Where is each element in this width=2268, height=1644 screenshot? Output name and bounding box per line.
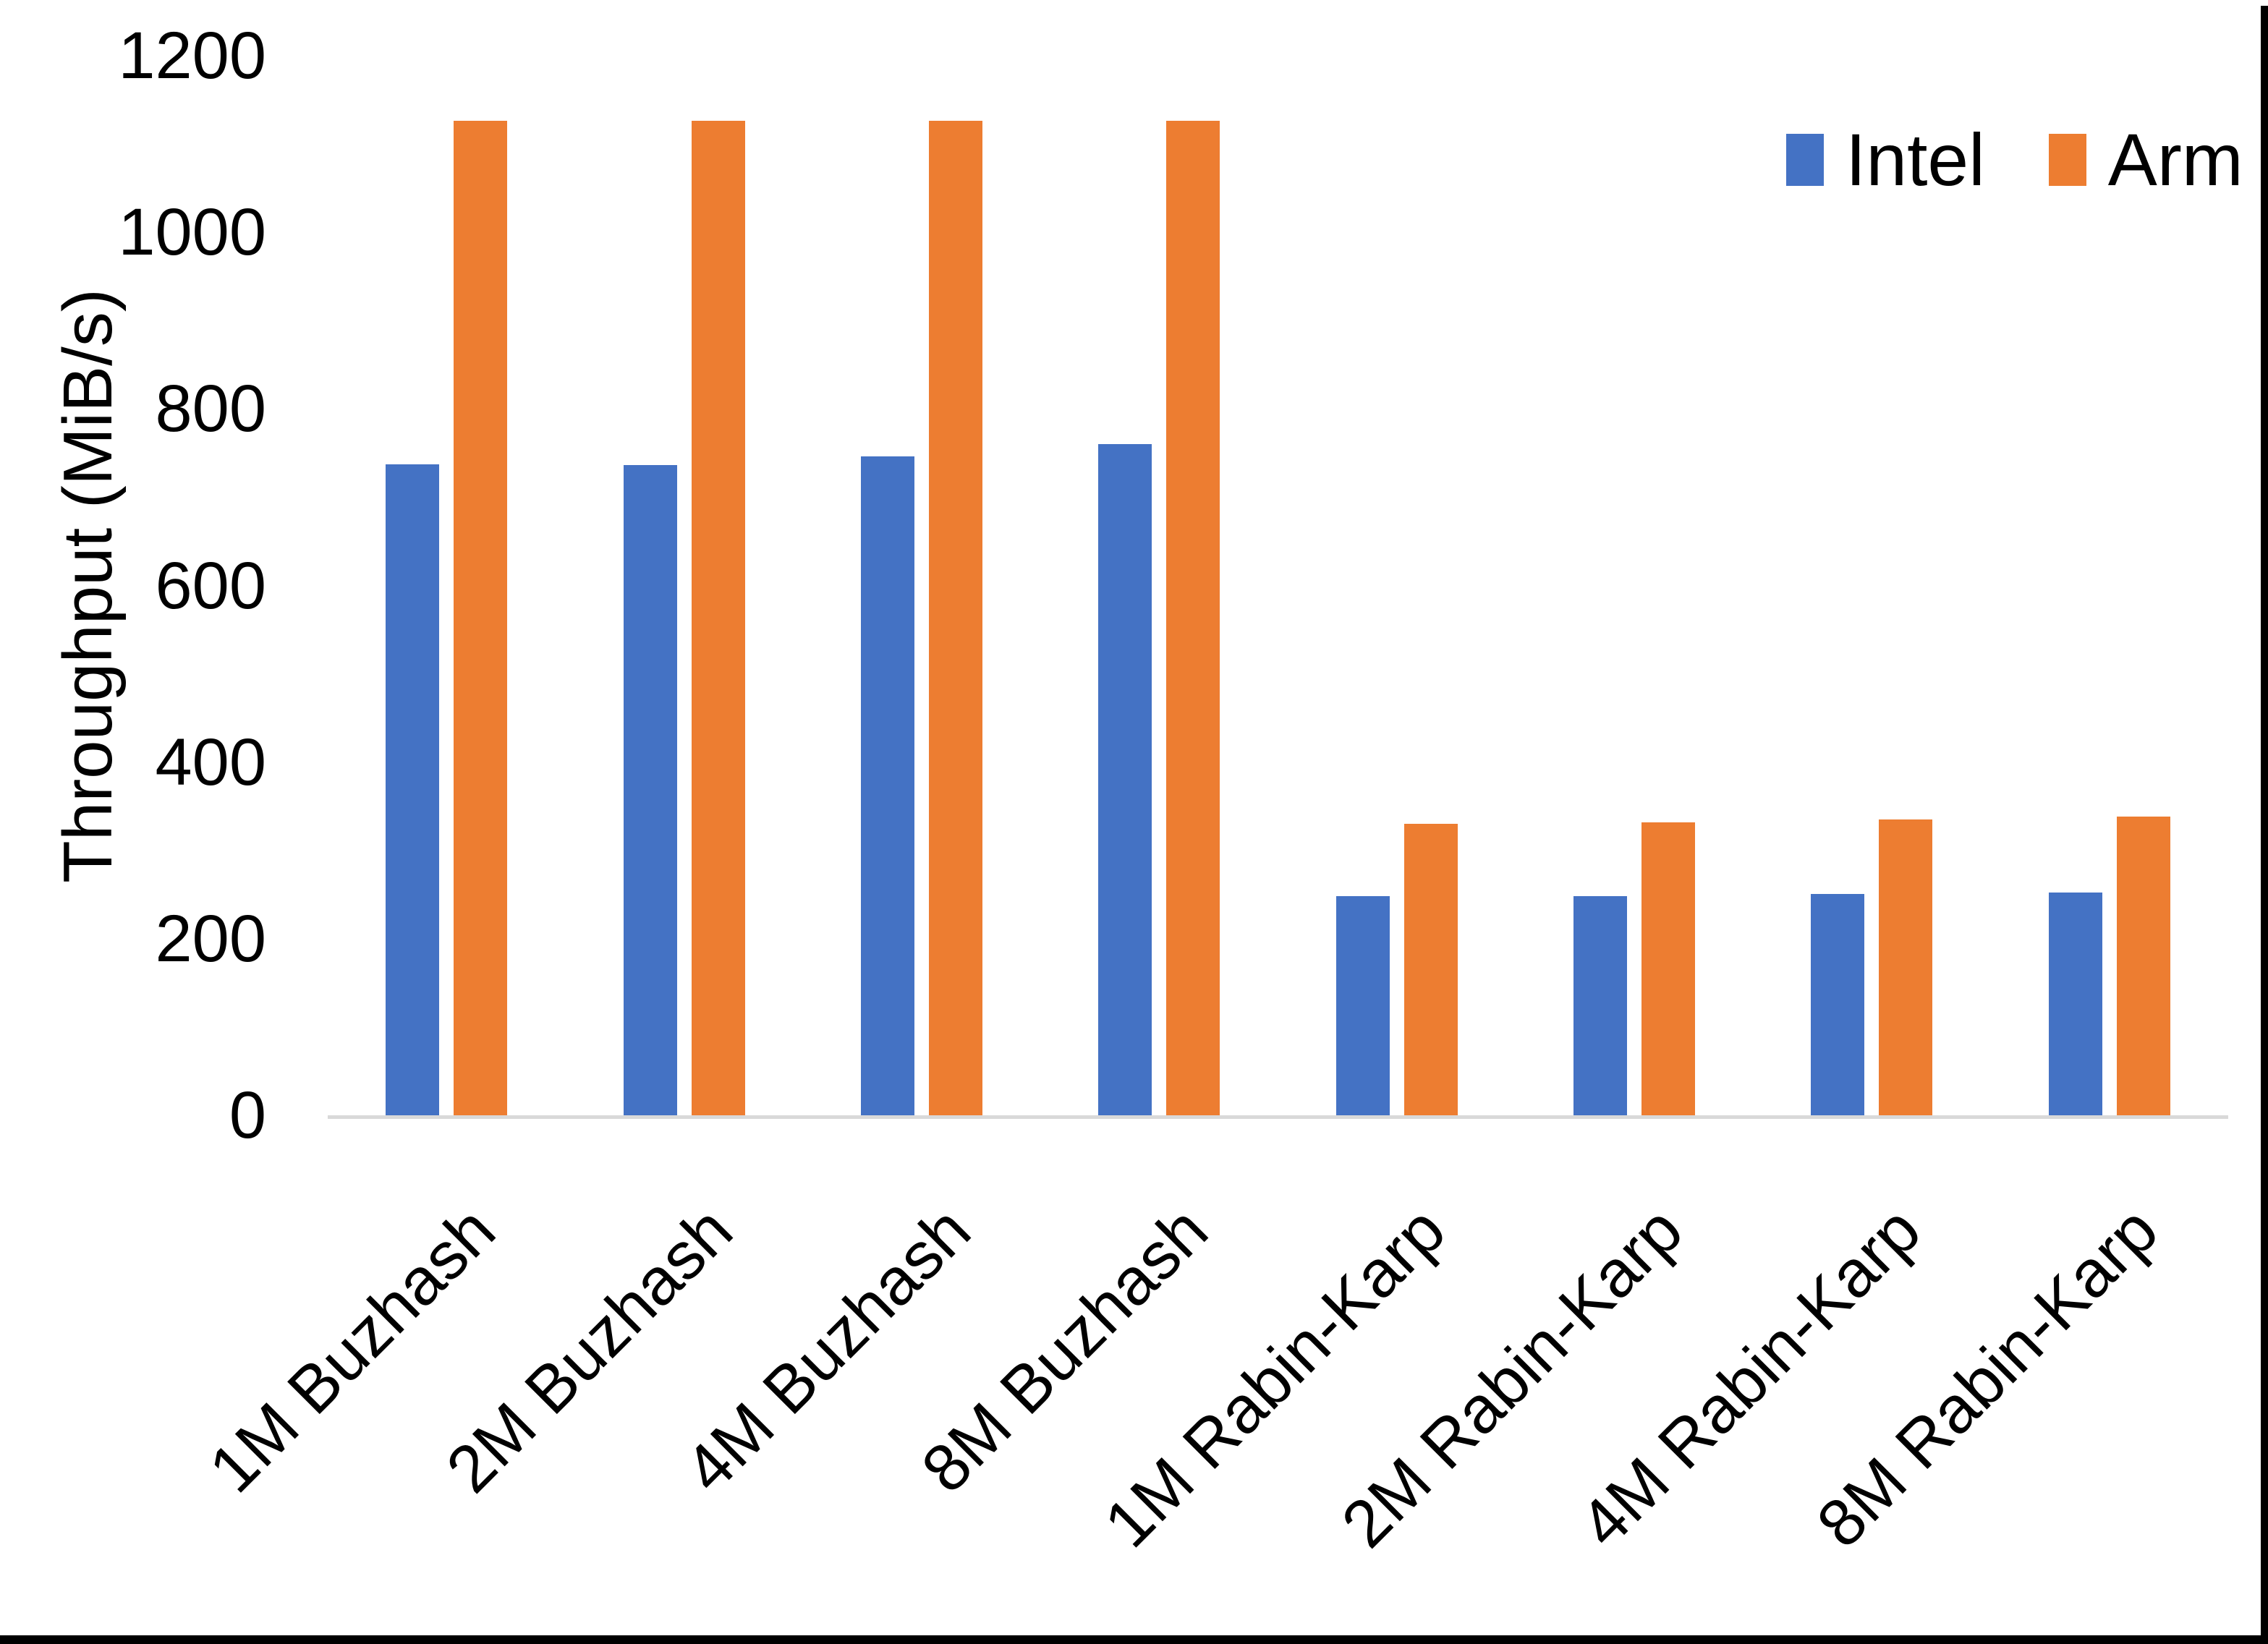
legend-swatch-arm bbox=[2048, 134, 2086, 186]
bar-intel-8m-rabin-karp bbox=[2048, 893, 2102, 1115]
bar-intel-8m-buzhash bbox=[1098, 444, 1152, 1115]
bar-arm-8m-rabin-karp bbox=[2116, 817, 2170, 1115]
legend-label-intel: Intel bbox=[1846, 119, 1985, 201]
bar-arm-8m-buzhash bbox=[1166, 121, 1220, 1115]
legend-swatch-intel bbox=[1786, 134, 1824, 186]
legend-item-intel: Intel bbox=[1786, 123, 1985, 197]
legend-item-arm: Arm bbox=[2048, 119, 2243, 201]
bar-arm-1m-buzhash bbox=[454, 121, 508, 1115]
legend: Intel Arm bbox=[1786, 123, 2243, 197]
screen-edge-bottom bbox=[0, 1635, 2268, 1644]
y-tick-label-0: 0 bbox=[229, 1078, 266, 1152]
bar-arm-2m-buzhash bbox=[691, 121, 745, 1115]
bar-intel-1m-buzhash bbox=[386, 464, 440, 1115]
plot-area bbox=[328, 56, 2228, 1119]
bar-arm-4m-rabin-karp bbox=[1879, 819, 1933, 1115]
bar-intel-2m-buzhash bbox=[623, 465, 677, 1115]
y-tick-label-200: 200 bbox=[155, 901, 267, 976]
bar-intel-4m-rabin-karp bbox=[1811, 893, 1865, 1115]
bar-arm-2m-rabin-karp bbox=[1641, 822, 1696, 1115]
bar-intel-2m-rabin-karp bbox=[1573, 896, 1628, 1115]
bar-intel-1m-rabin-karp bbox=[1335, 896, 1390, 1115]
y-tick-label-600: 600 bbox=[155, 548, 267, 623]
bar-arm-1m-rabin-karp bbox=[1403, 824, 1458, 1115]
bar-intel-4m-buzhash bbox=[860, 456, 914, 1115]
y-tick-label-1200: 1200 bbox=[118, 19, 266, 93]
legend-label-arm: Arm bbox=[2107, 119, 2243, 201]
y-tick-label-1000: 1000 bbox=[118, 195, 266, 270]
bar-arm-4m-buzhash bbox=[928, 121, 982, 1115]
screen-edge-right bbox=[2261, 6, 2268, 1644]
y-tick-label-800: 800 bbox=[155, 372, 267, 446]
y-tick-label-400: 400 bbox=[155, 725, 267, 799]
